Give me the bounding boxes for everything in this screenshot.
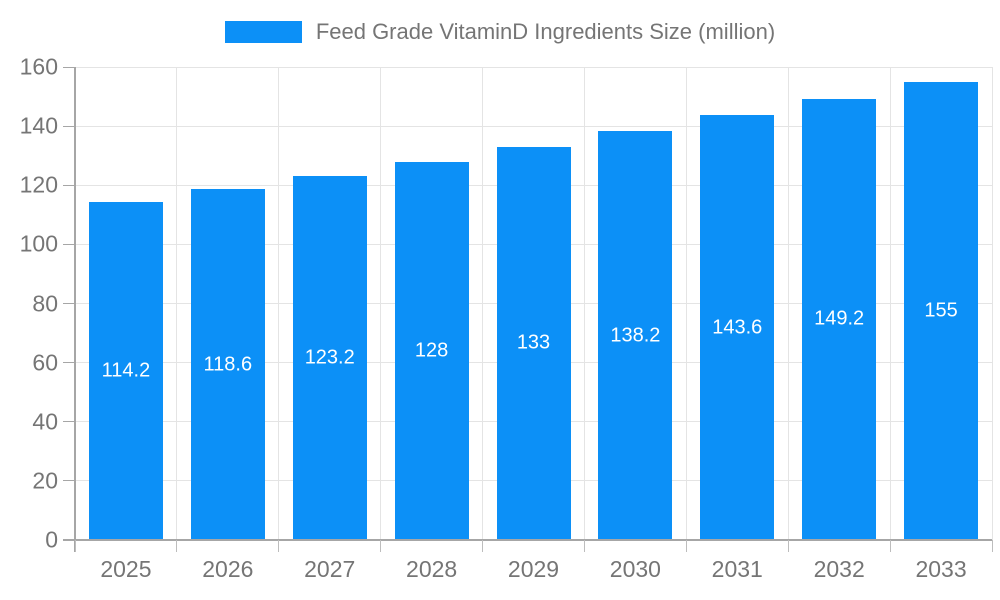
gridline-horizontal — [75, 125, 992, 127]
x-axis-label: 2025 — [100, 556, 152, 582]
y-axis-tick — [63, 480, 75, 482]
bar-value-label: 128 — [414, 339, 449, 362]
x-axis-label: 2027 — [304, 556, 356, 582]
x-axis-tick — [685, 540, 687, 552]
x-axis-line — [63, 539, 992, 541]
bar-value-label: 138.2 — [610, 324, 661, 347]
bar: 155 — [904, 81, 979, 540]
y-axis-label: 160 — [19, 53, 58, 80]
y-axis-line — [74, 67, 76, 552]
x-axis-tick — [889, 540, 891, 552]
x-axis-tick — [787, 540, 789, 552]
x-axis-label: 2031 — [711, 556, 763, 582]
bar-value-label: 114.2 — [101, 359, 151, 382]
legend[interactable]: Feed Grade VitaminD Ingredients Size (mi… — [0, 18, 1000, 46]
gridline-vertical — [380, 67, 382, 540]
bar-value-label: 133 — [516, 331, 551, 354]
bar: 138.2 — [598, 131, 673, 540]
x-axis-tick — [482, 540, 484, 552]
y-axis-label: 20 — [32, 467, 58, 494]
gridline-vertical — [482, 67, 484, 540]
bar-value-label: 118.6 — [203, 353, 253, 376]
x-axis-label: 2028 — [406, 556, 458, 582]
y-axis-tick — [63, 539, 75, 541]
legend-label: Feed Grade VitaminD Ingredients Size (mi… — [315, 19, 776, 44]
y-axis-label: 140 — [19, 112, 58, 139]
bar: 133 — [496, 146, 571, 540]
y-axis-label: 40 — [32, 408, 58, 435]
gridline-vertical — [583, 67, 585, 540]
bar: 128 — [394, 161, 469, 540]
x-axis-tick — [176, 540, 178, 552]
y-axis-tick — [63, 303, 75, 304]
y-axis-tick — [63, 184, 75, 186]
x-axis-label: 2032 — [813, 556, 865, 582]
bar: 114.2 — [88, 202, 163, 540]
bar-value-label: 155 — [924, 299, 958, 322]
x-axis-tick — [583, 540, 585, 552]
y-axis-label: 80 — [32, 290, 58, 316]
x-axis-label: 2033 — [915, 556, 967, 582]
bar: 118.6 — [190, 189, 265, 540]
bar-value-label: 143.6 — [712, 316, 763, 339]
y-axis-tick — [63, 421, 75, 423]
gridline-horizontal — [75, 66, 992, 68]
gridline-vertical — [278, 67, 280, 540]
y-axis-label: 120 — [19, 171, 58, 198]
y-axis-tick — [63, 362, 75, 364]
y-axis-tick — [63, 243, 75, 245]
x-axis-tick — [278, 540, 280, 552]
bar-value-label: 123.2 — [304, 346, 355, 369]
x-axis-label: 2026 — [202, 556, 254, 582]
y-axis-label: 100 — [19, 230, 58, 257]
y-axis-tick — [63, 66, 75, 68]
bar: 149.2 — [802, 98, 877, 540]
y-axis-label: 60 — [32, 349, 58, 376]
x-axis-tick — [991, 540, 993, 552]
gridline-vertical — [787, 67, 789, 540]
gridline-vertical — [991, 67, 993, 540]
x-axis-tick — [380, 540, 382, 552]
bar: 123.2 — [292, 175, 367, 540]
x-axis-label: 2029 — [507, 556, 560, 582]
gridline-vertical — [685, 67, 687, 540]
y-axis-label: 0 — [45, 526, 58, 553]
bar: 143.6 — [700, 115, 775, 540]
y-axis-tick — [63, 125, 75, 127]
x-axis-tick — [74, 540, 76, 552]
gridline-vertical — [889, 67, 891, 540]
x-axis-label: 2030 — [609, 556, 661, 582]
bar-value-label: 149.2 — [814, 307, 865, 330]
legend-swatch — [224, 21, 302, 43]
gridline-vertical — [176, 67, 178, 540]
